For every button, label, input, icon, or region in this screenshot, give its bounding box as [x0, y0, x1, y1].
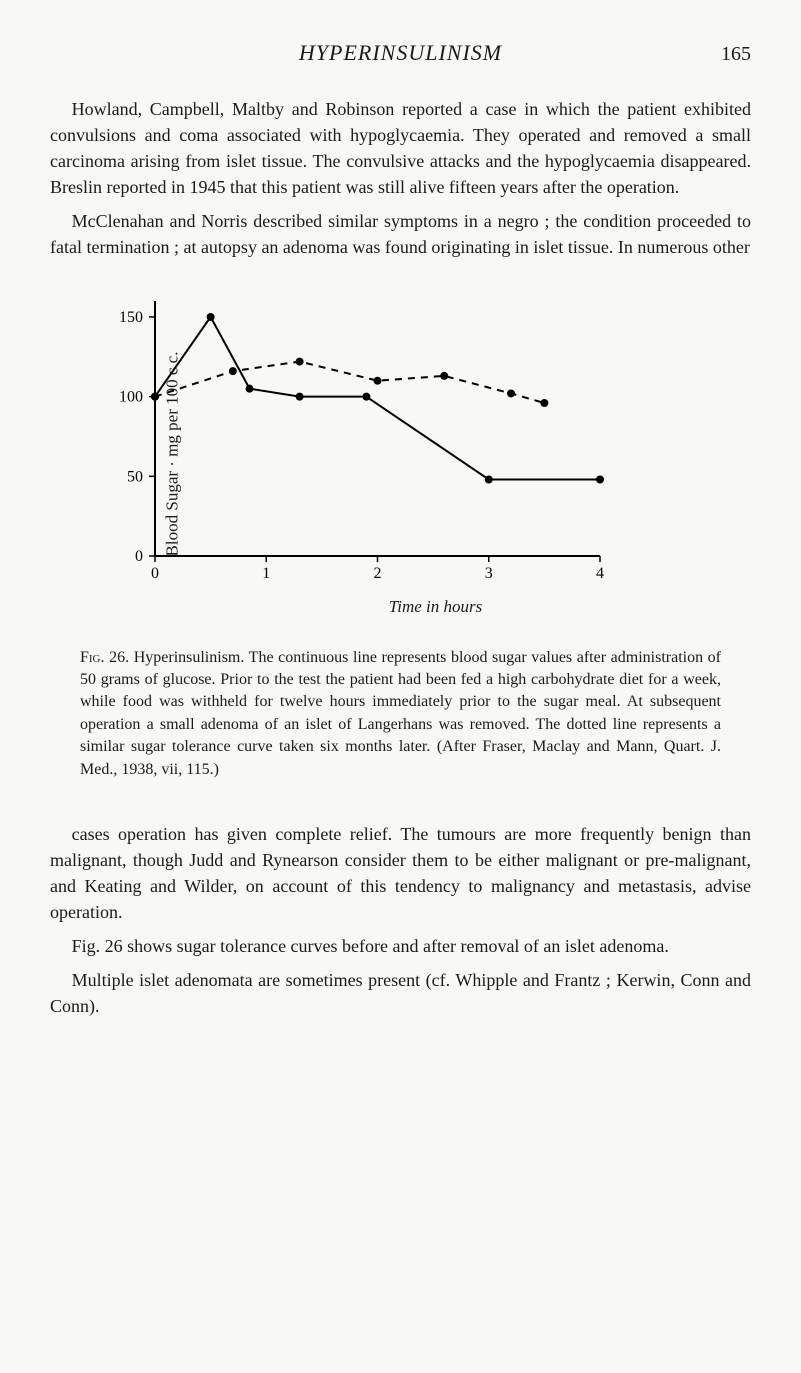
figure-caption: Fig. 26. Hyperinsulinism. The continuous…	[80, 647, 721, 781]
svg-text:0: 0	[151, 565, 159, 582]
svg-text:0: 0	[135, 548, 143, 565]
svg-text:3: 3	[485, 565, 493, 582]
svg-text:2: 2	[374, 565, 382, 582]
svg-text:100: 100	[119, 388, 143, 405]
paragraph-2: McClenahan and Norris described similar …	[50, 208, 751, 260]
svg-text:1: 1	[262, 565, 270, 582]
page-number: 165	[691, 43, 751, 66]
figure-caption-text: Hyperinsulinism. The continuous line rep…	[80, 649, 721, 778]
svg-text:4: 4	[596, 565, 604, 582]
chart-container: Blood Sugar · mg per 100 c.c. 0 50 100 150 0…	[100, 291, 721, 617]
paragraph-4: Fig. 26 shows sugar tolerance curves bef…	[50, 933, 751, 959]
paragraph-1: Howland, Campbell, Maltby and Robinson r…	[50, 96, 751, 200]
chart-y-axis-label: Blood Sugar · mg per 100 c.c.	[162, 351, 182, 556]
svg-text:50: 50	[127, 468, 143, 485]
paragraph-5: Multiple islet adenomata are sometimes p…	[50, 967, 751, 1019]
page-header: HYPERINSULINISM 165	[50, 40, 751, 66]
running-title: HYPERINSULINISM	[110, 40, 691, 66]
paragraph-3: cases operation has given complete relie…	[50, 821, 751, 925]
figure-caption-head: Fig. 26.	[80, 649, 129, 666]
chart-x-axis-label: Time in hours	[150, 597, 721, 617]
svg-text:150: 150	[119, 309, 143, 326]
